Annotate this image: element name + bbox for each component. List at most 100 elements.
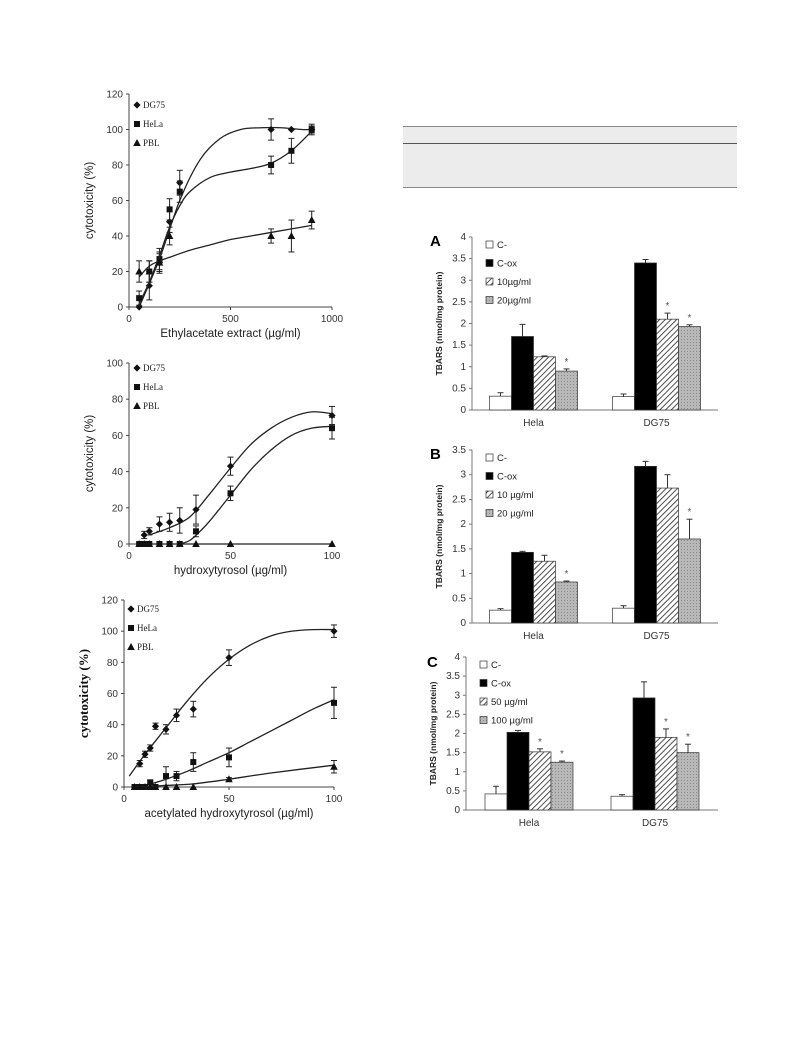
fit-curve bbox=[179, 425, 333, 545]
x-axis-title: acetylated hydroxytyrosol (µg/ml) bbox=[145, 808, 314, 820]
legend-item: 100 µg/ml bbox=[479, 716, 533, 727]
y-axis-title: TBARS (nmol/mg protein) bbox=[434, 271, 444, 375]
significance-star: * bbox=[686, 732, 690, 743]
bar-black bbox=[634, 465, 657, 624]
data-point bbox=[330, 762, 338, 770]
data-point bbox=[140, 531, 148, 539]
bar-chart-B: B 0 0.5 1 1.5 2 2.5 3 3.5 TBARS (nmol/mg protein)… bbox=[430, 445, 718, 642]
y-tick-label: 120 bbox=[101, 596, 118, 607]
bar-chart-C: C 0 0.5 1 1.5 2 2.5 3 3.5 4 TBARS (nmol/mg protein… bbox=[427, 652, 718, 829]
legend-swatch bbox=[485, 277, 494, 286]
y-tick-label: 80 bbox=[112, 395, 124, 406]
legend-label: 100 µg/ml bbox=[491, 716, 533, 727]
bar-white bbox=[484, 793, 508, 811]
y-tick-label: 0 bbox=[117, 540, 123, 551]
y-tick-label: 4 bbox=[460, 232, 466, 243]
data-point bbox=[147, 779, 154, 786]
legend-item: 50 µg/ml bbox=[479, 697, 528, 708]
legend-label: HeLa bbox=[143, 119, 163, 129]
legend-item: DG75 bbox=[133, 363, 165, 373]
significance-star: * bbox=[565, 357, 569, 368]
y-axis-title: cytotoxicity (%) bbox=[76, 649, 91, 738]
legend-swatch bbox=[479, 660, 488, 669]
data-point bbox=[166, 518, 174, 526]
y-tick-label: 3.5 bbox=[452, 445, 466, 456]
legend-swatch bbox=[485, 296, 494, 304]
data-point bbox=[192, 528, 199, 535]
y-tick-label: 3.5 bbox=[446, 671, 460, 682]
y-tick-label: 0.5 bbox=[452, 383, 466, 394]
legend-item: C-ox bbox=[479, 679, 511, 690]
data-point bbox=[175, 540, 184, 547]
y-tick-label: 2 bbox=[460, 319, 466, 330]
y-tick-label: 1 bbox=[454, 767, 460, 778]
legend-marker bbox=[127, 643, 135, 650]
data-point bbox=[145, 527, 153, 535]
legend-marker bbox=[133, 364, 141, 372]
legend-label: 50 µg/ml bbox=[491, 697, 528, 708]
legend-item: C- bbox=[485, 453, 507, 464]
significance-star: * bbox=[688, 313, 692, 324]
legend-item: DG75 bbox=[133, 100, 165, 110]
legend-label: C- bbox=[491, 660, 501, 671]
bar-gray bbox=[676, 752, 700, 811]
y-tick-label: 2.5 bbox=[452, 297, 466, 308]
legend-marker bbox=[133, 101, 141, 109]
data-point bbox=[163, 773, 169, 780]
bar-gray bbox=[555, 370, 578, 411]
scatter-chart-2: 0 20 40 60 80 100 0 50 100 hydroxytyrosol (µg/ml)… bbox=[84, 359, 341, 578]
bar-black bbox=[634, 262, 657, 411]
bar-hatch bbox=[528, 751, 552, 811]
data-point bbox=[135, 783, 144, 790]
data-point bbox=[226, 462, 235, 470]
data-point bbox=[130, 783, 139, 790]
y-tick-label: 1.5 bbox=[452, 544, 466, 555]
y-tick-label: 3 bbox=[460, 470, 466, 481]
legend-swatch bbox=[485, 472, 494, 480]
y-tick-label: 40 bbox=[112, 232, 124, 243]
panel-letter: B bbox=[430, 446, 441, 463]
y-tick-label: 0.5 bbox=[446, 786, 460, 797]
y-tick-label: 1 bbox=[460, 569, 466, 580]
bar-white bbox=[610, 795, 634, 811]
legend-item: PBL bbox=[133, 138, 160, 148]
x-axis-title: hydroxytyrosol (µg/ml) bbox=[174, 565, 288, 577]
legend-swatch bbox=[485, 509, 494, 517]
bar-gray bbox=[678, 326, 701, 411]
legend-marker bbox=[134, 121, 140, 127]
legend-item: HeLa bbox=[128, 623, 157, 633]
table-header-box bbox=[403, 126, 737, 188]
legend-item: C-ox bbox=[485, 472, 517, 483]
data-point bbox=[189, 705, 197, 713]
data-point bbox=[189, 783, 198, 790]
series-hela bbox=[136, 123, 315, 306]
data-point bbox=[146, 744, 154, 752]
y-tick-label: 3.5 bbox=[452, 254, 466, 265]
bar-hatch bbox=[656, 318, 679, 411]
data-point bbox=[145, 267, 154, 275]
y-tick-label: 0.5 bbox=[452, 593, 466, 604]
data-point bbox=[226, 540, 235, 547]
fit-curve bbox=[134, 764, 335, 788]
series-dg75 bbox=[128, 624, 338, 777]
legend-item: 10 µg/ml bbox=[485, 490, 534, 501]
bar-white bbox=[489, 609, 512, 624]
scatter-chart-3: 0 20 40 60 80 100 120 0 50 100 acetylated hydroxyt… bbox=[76, 596, 343, 821]
bar-white bbox=[612, 607, 635, 624]
y-tick-label: 0 bbox=[454, 805, 460, 816]
bar-gray bbox=[678, 538, 701, 624]
data-point bbox=[225, 654, 233, 662]
series-pbl bbox=[135, 210, 316, 283]
y-tick-label: 1 bbox=[460, 362, 466, 373]
y-tick-label: 60 bbox=[107, 689, 119, 700]
bar-gray bbox=[555, 581, 578, 624]
x-tick-label: 100 bbox=[324, 551, 341, 562]
data-point bbox=[140, 540, 149, 547]
category-label: Hela bbox=[523, 418, 544, 429]
x-tick-label: 0 bbox=[121, 794, 127, 805]
y-tick-label: 40 bbox=[107, 720, 119, 731]
y-tick-label: 1.5 bbox=[446, 748, 460, 759]
legend-label: 20 µg/ml bbox=[497, 509, 534, 520]
significance-star: * bbox=[664, 717, 668, 728]
